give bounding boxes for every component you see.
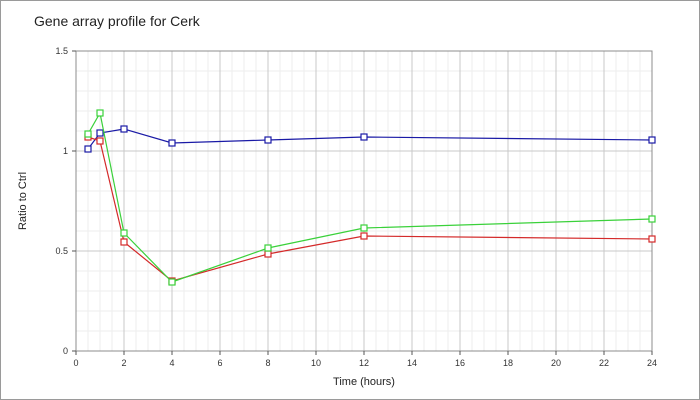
- data-point: [168, 278, 176, 286]
- y-tick-label: 0.5: [55, 246, 68, 256]
- x-tick-label: 10: [311, 358, 321, 368]
- data-point: [84, 145, 92, 153]
- y-axis-ticks: 0 0.5 1 1.5: [55, 46, 76, 356]
- y-tick-label: 1.5: [55, 46, 68, 56]
- data-point: [264, 244, 272, 252]
- data-point: [168, 139, 176, 147]
- x-tick-label: 16: [455, 358, 465, 368]
- data-point: [360, 232, 368, 240]
- data-point: [264, 136, 272, 144]
- x-tick-label: 2: [121, 358, 126, 368]
- x-axis-title: Time (hours): [333, 376, 395, 388]
- data-point: [360, 133, 368, 141]
- data-point: [648, 215, 656, 223]
- x-tick-label: 6: [217, 358, 222, 368]
- data-point: [648, 235, 656, 243]
- data-point: [648, 136, 656, 144]
- data-point: [120, 238, 128, 246]
- data-point: [360, 224, 368, 232]
- data-point: [96, 137, 104, 145]
- data-point: [96, 109, 104, 117]
- y-tick-label: 0: [63, 346, 68, 356]
- series-layer: [84, 109, 656, 286]
- x-tick-label: 20: [551, 358, 561, 368]
- x-tick-label: 22: [599, 358, 609, 368]
- data-point: [96, 129, 104, 137]
- x-axis-ticks: 0 2 4 6 8 10 12 14 16 18 20 22 24: [73, 351, 657, 368]
- x-tick-label: 8: [265, 358, 270, 368]
- data-point: [120, 229, 128, 237]
- y-tick-label: 1: [63, 146, 68, 156]
- x-tick-label: 18: [503, 358, 513, 368]
- data-point: [84, 130, 92, 138]
- data-point: [120, 125, 128, 133]
- x-tick-label: 4: [169, 358, 174, 368]
- chart-title: Gene array profile for Cerk: [34, 13, 201, 29]
- x-tick-label: 24: [647, 358, 657, 368]
- x-tick-label: 0: [73, 358, 78, 368]
- y-axis-title: Ratio to Ctrl: [17, 172, 29, 230]
- x-tick-label: 14: [407, 358, 417, 368]
- data-point: [264, 250, 272, 258]
- x-tick-label: 12: [359, 358, 369, 368]
